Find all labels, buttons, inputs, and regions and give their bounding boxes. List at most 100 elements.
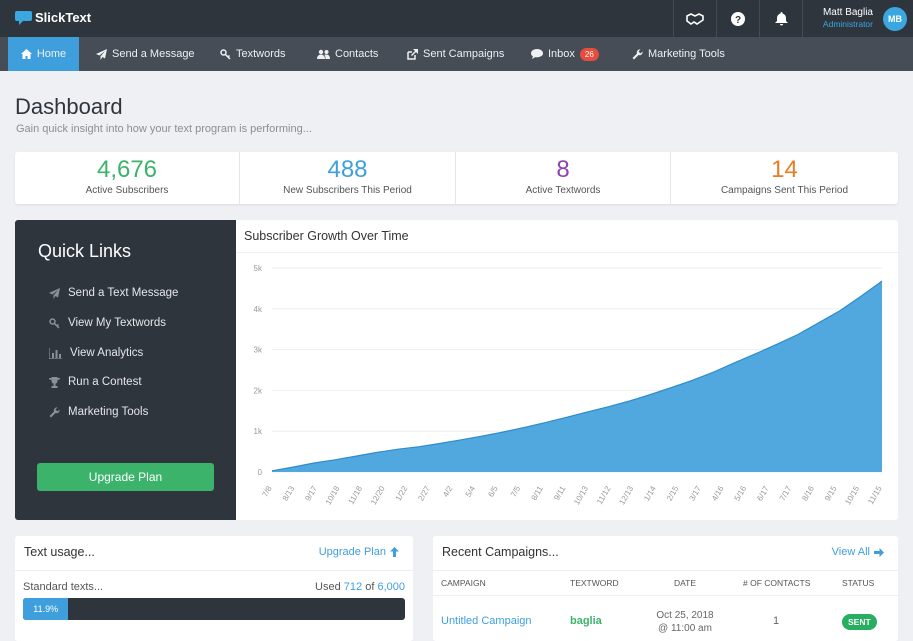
quick-link-run-contest[interactable]: Run a Contest — [49, 376, 142, 388]
x-tick-label: 1/14 — [642, 484, 658, 502]
app-logo[interactable]: SlickText — [15, 9, 91, 26]
x-tick-label: 5/16 — [733, 484, 749, 502]
nav-marketing-tools[interactable]: Marketing Tools — [632, 37, 725, 71]
bell-icon — [774, 11, 788, 25]
used-prefix: Used — [315, 581, 341, 593]
avatar[interactable]: MB — [883, 7, 907, 31]
arrow-right-icon — [874, 547, 884, 557]
x-tick-label: 10/15 — [843, 484, 861, 506]
series-line — [271, 280, 883, 472]
date-cell: Oct 25, 2018 @ 11:00 am — [651, 609, 719, 635]
x-tick-label: 4/16 — [710, 484, 726, 502]
nav-sent-campaigns[interactable]: Sent Campaigns — [407, 37, 504, 71]
handshake-button[interactable] — [673, 0, 716, 37]
paper-plane-icon — [96, 48, 107, 60]
nav-inbox[interactable]: Inbox 26 — [531, 37, 599, 71]
usage-progress-bar: 11.9% — [23, 598, 405, 620]
question-circle-icon: ? — [731, 11, 745, 26]
page-title: Dashboard — [15, 94, 123, 119]
area-fill — [272, 281, 882, 472]
upgrade-plan-link[interactable]: Upgrade Plan — [319, 546, 399, 558]
chart-divider — [236, 252, 898, 253]
x-tick-label: 8/13 — [281, 484, 297, 502]
home-icon — [20, 49, 32, 59]
users-icon — [317, 49, 330, 59]
x-tick-label: 1/22 — [394, 484, 410, 502]
user-role: Administrator — [822, 19, 873, 29]
x-tick-label: 9/11 — [552, 484, 568, 502]
text-usage-panel: Text usage... Upgrade Plan Standard text… — [15, 536, 413, 641]
column-header-campaign[interactable]: Campaign — [441, 578, 486, 588]
upgrade-plan-button[interactable]: Upgrade Plan — [37, 463, 214, 491]
standard-texts-label: Standard texts... — [23, 581, 104, 593]
stat-value: 8 — [556, 156, 570, 183]
chart-title: Subscriber Growth Over Time — [244, 229, 409, 243]
x-tick-label: 10/18 — [324, 484, 342, 506]
x-tick-label: 10/13 — [572, 484, 590, 506]
x-tick-label: 11/15 — [866, 484, 884, 506]
recent-campaigns-title: Recent Campaigns... — [442, 545, 559, 559]
chat-bubble-logo-icon — [15, 11, 32, 25]
quick-link-label: Send a Text Message — [68, 287, 179, 299]
wrench-icon — [632, 48, 643, 59]
stat-label: Active Subscribers — [85, 185, 169, 196]
nav-send-message[interactable]: Send a Message — [96, 37, 195, 71]
quick-link-marketing-tools[interactable]: Marketing Tools — [49, 406, 148, 418]
nav-label: Marketing Tools — [648, 48, 725, 60]
stat-active-textwords[interactable]: 8 Active Textwords — [455, 152, 670, 204]
table-divider — [433, 595, 898, 596]
column-header-textword[interactable]: Textword — [570, 578, 619, 588]
nav-home[interactable]: Home — [8, 37, 79, 71]
key-icon — [220, 48, 231, 60]
panel-divider — [433, 570, 898, 571]
stat-label: Active Textwords — [525, 185, 601, 196]
quick-link-send-text[interactable]: Send a Text Message — [49, 287, 178, 299]
x-tick-label: 12/20 — [369, 484, 387, 506]
column-header-contacts[interactable]: # of Contacts — [743, 578, 811, 588]
key-icon — [49, 317, 60, 329]
y-tick-label: 1k — [254, 427, 263, 436]
textword-cell[interactable]: baglia — [570, 615, 602, 627]
nav-label: Textwords — [236, 48, 286, 60]
x-tick-label: 7/8 — [260, 484, 274, 499]
quick-links-title: Quick Links — [38, 241, 132, 261]
x-tick-label: 5/4 — [464, 484, 478, 499]
help-button[interactable]: ? — [716, 0, 759, 37]
time-line: @ 11:00 am — [658, 623, 712, 634]
column-header-status[interactable]: Status — [842, 578, 875, 588]
external-link-icon — [407, 48, 418, 60]
nav-label: Sent Campaigns — [423, 48, 505, 60]
stat-new-subscribers[interactable]: 488 New Subscribers This Period — [239, 152, 455, 204]
stat-label: Campaigns Sent This Period — [720, 185, 849, 196]
subscriber-growth-chart: 0 1k 2k 3k 4k 5k 7/8 8/13 9/17 10/18 11/18 12/20 1/2… — [254, 264, 884, 506]
x-tick-label: 6/5 — [486, 484, 500, 499]
user-menu[interactable]: Matt Baglia Administrator MB — [802, 0, 913, 37]
of-label: of — [365, 581, 375, 593]
notifications-button[interactable] — [759, 0, 802, 37]
y-tick-label: 0 — [258, 468, 263, 477]
paper-plane-icon — [49, 287, 60, 299]
view-all-link[interactable]: View All — [832, 546, 884, 558]
nav-contacts[interactable]: Contacts — [317, 37, 378, 71]
stat-campaigns-sent[interactable]: 14 Campaigns Sent This Period — [670, 152, 898, 204]
x-tick-label: 11/18 — [347, 484, 365, 506]
x-tick-label: 3/17 — [687, 484, 703, 502]
quick-link-view-textwords[interactable]: View My Textwords — [49, 317, 166, 329]
x-tick-label: 8/11 — [530, 484, 546, 502]
top-bar: SlickText ? Matt Baglia Administrator MB — [0, 0, 913, 37]
nav-label: Home — [36, 48, 67, 60]
x-tick-label: 7/5 — [509, 484, 523, 499]
campaign-name-link[interactable]: Untitled Campaign — [441, 615, 532, 627]
stats-bar: 4,676 Active Subscribers 488 New Subscri… — [15, 152, 898, 204]
quick-link-label: View Analytics — [70, 347, 144, 359]
stat-active-subscribers[interactable]: 4,676 Active Subscribers — [15, 152, 239, 204]
x-tick-label: 7/17 — [778, 484, 794, 502]
x-tick-label: 2/15 — [665, 484, 681, 502]
column-header-date[interactable]: Date — [674, 578, 697, 588]
quick-link-view-analytics[interactable]: View Analytics — [49, 347, 143, 359]
text-usage-title: Text usage... — [24, 545, 95, 559]
nav-textwords[interactable]: Textwords — [220, 37, 286, 71]
subscriber-growth-chart-panel: Subscriber Growth Over Time 0 1k 2k 3k 4k 5k 7… — [236, 220, 898, 520]
bar-chart-icon — [49, 347, 62, 359]
svg-text:?: ? — [735, 15, 741, 26]
